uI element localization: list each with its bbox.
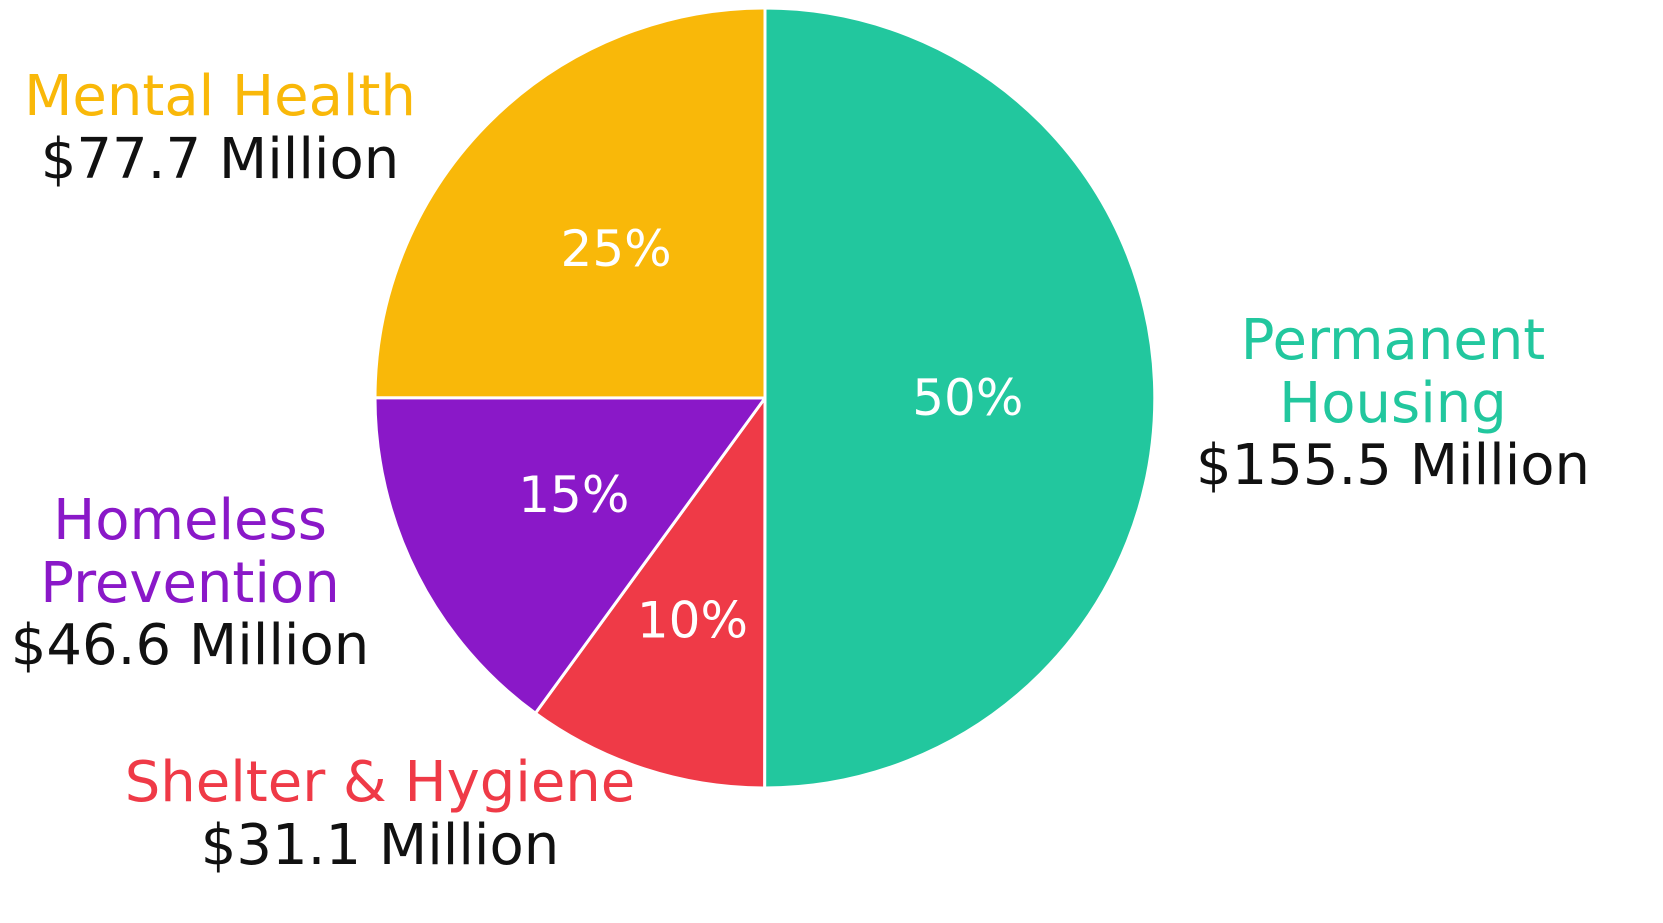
pie-slice-permanent-housing	[763, 6, 1157, 790]
pie-slice-mental-health	[373, 6, 767, 400]
label-name-line: Mental Health	[24, 64, 416, 129]
percent-label: 50%	[912, 369, 1023, 427]
label-amount: $77.7 Million	[40, 126, 400, 192]
percent-label: 15%	[518, 466, 629, 524]
label-amount: $31.1 Million	[200, 812, 560, 878]
label-shelter-hygiene: Shelter & Hygiene $31.1 Million	[100, 750, 660, 878]
label-permanent-housing: Permanent Housing $155.5 Million	[1178, 308, 1608, 499]
label-name-line: Permanent	[1240, 308, 1546, 373]
percent-label: 10%	[637, 592, 748, 650]
label-amount: $46.6 Million	[10, 613, 370, 679]
pie-slice-homeless-prevention	[373, 396, 767, 715]
label-name-line: Shelter & Hygiene	[124, 750, 636, 815]
label-name-line: Prevention	[40, 550, 340, 616]
pie-slice-shelter-hygiene	[533, 396, 767, 790]
label-name-line: Housing	[1279, 370, 1507, 436]
percent-label: 25%	[561, 220, 672, 278]
label-amount: $155.5 Million	[1195, 433, 1591, 499]
label-name-line: Homeless	[53, 488, 327, 553]
label-mental-health: Mental Health $77.7 Million	[0, 64, 440, 192]
label-homeless-prevention: Homeless Prevention $46.6 Million	[0, 488, 380, 679]
